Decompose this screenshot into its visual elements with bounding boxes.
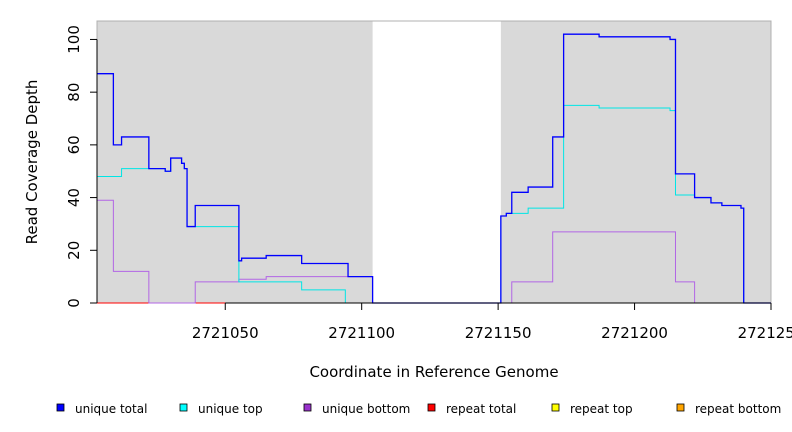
- y-tick-label: 60: [65, 135, 83, 154]
- x-tick-label: 2721150: [465, 324, 532, 342]
- x-tick-label: 2721250: [738, 324, 792, 342]
- legend-swatch: [303, 403, 312, 412]
- y-tick-label: 20: [65, 241, 83, 260]
- legend-item-unique-bottom: unique bottom: [303, 402, 410, 416]
- y-tick-label: 100: [65, 25, 83, 54]
- x-tick-label: 2721200: [601, 324, 668, 342]
- legend-label: unique top: [198, 402, 263, 416]
- x-axis-title: Coordinate in Reference Genome: [309, 363, 558, 381]
- legend-label: unique bottom: [322, 402, 410, 416]
- legend-swatch: [551, 403, 560, 412]
- legend-swatch: [427, 403, 436, 412]
- series-line-unique-bottom: [97, 199, 771, 304]
- y-tick-label: 80: [65, 83, 83, 102]
- legend-swatch: [179, 403, 188, 412]
- legend-swatch: [56, 403, 65, 412]
- legend: unique total unique top unique bottom repea…: [56, 402, 781, 416]
- y-tick-label: 0: [65, 298, 83, 308]
- legend-label: unique total: [75, 402, 147, 416]
- shaded-region-1: [500, 21, 771, 303]
- shaded-regions: [97, 21, 771, 303]
- legend-item-repeat-total: repeat total: [427, 402, 516, 416]
- y-axis-title: Read Coverage Depth: [23, 80, 41, 245]
- legend-item-repeat-bottom: repeat bottom: [676, 402, 781, 416]
- legend-item-unique-top: unique top: [179, 402, 263, 416]
- x-tick-label: 2721050: [192, 324, 259, 342]
- legend-label: repeat top: [570, 402, 633, 416]
- legend-item-unique-total: unique total: [56, 402, 147, 416]
- x-tick-label: 2721100: [328, 324, 395, 342]
- axes: 0 20 40 60 80 100 2721050 2721100 2721150 2721200…: [65, 25, 792, 342]
- shaded-region-0: [97, 21, 373, 303]
- legend-swatch: [676, 403, 685, 412]
- y-tick-label: 40: [65, 188, 83, 207]
- series-line-unique-total: [97, 33, 771, 304]
- legend-item-repeat-top: repeat top: [551, 402, 633, 416]
- legend-label: repeat bottom: [695, 402, 781, 416]
- legend-label: repeat total: [446, 402, 516, 416]
